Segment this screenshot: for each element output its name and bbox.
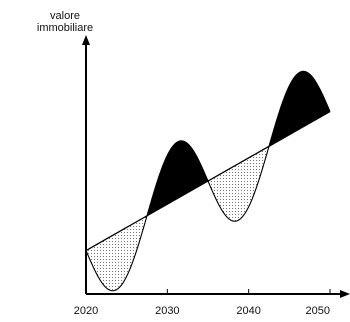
x-axis-arrow [340,290,350,298]
area-fills [86,71,330,291]
y-axis-label-line-2: immobiliare [37,22,93,34]
black-area-2 [147,140,208,216]
dotted-area-1 [86,215,147,291]
x-ticks: 2020 2030 2040 2050 [74,289,331,317]
dotted-area-3 [208,146,269,222]
black-area-4 [269,71,330,147]
x-tick-label-2020: 2020 [74,305,98,317]
oscillation-curve [85,70,331,292]
x-tick-label-2030: 2030 [155,305,179,317]
x-tick-label-2050: 2050 [306,305,330,317]
y-axis-arrow [82,35,90,45]
x-tick-label-2040: 2040 [236,305,260,317]
y-axis-label-line-1: valore [50,10,80,22]
